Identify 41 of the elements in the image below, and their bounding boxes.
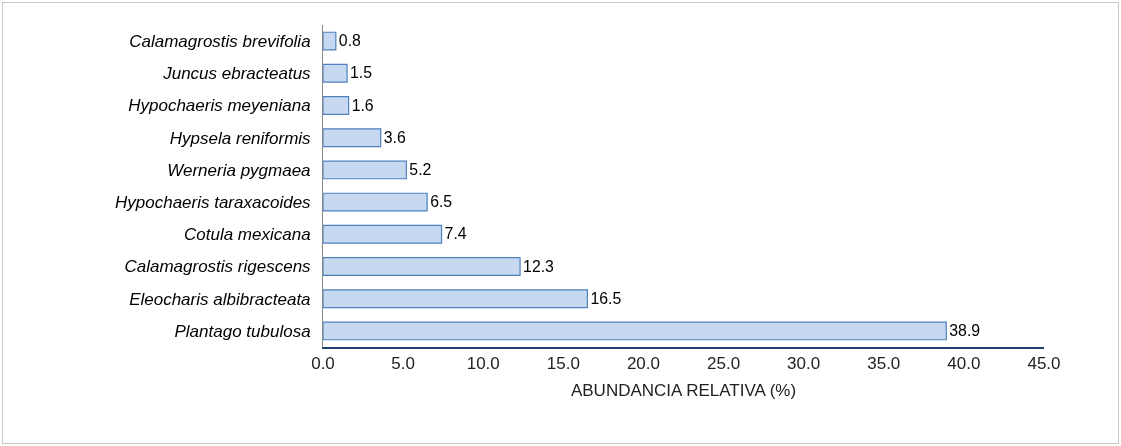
bar <box>323 257 521 276</box>
x-tick-label: 15.0 <box>546 354 580 374</box>
data-label: 0.8 <box>338 32 362 50</box>
y-tick-label: Calamagrostis brevifolia <box>129 32 311 52</box>
data-label: 1.6 <box>351 96 374 114</box>
bar <box>323 31 337 51</box>
x-tick-label: 20.0 <box>626 354 660 374</box>
bar <box>323 63 348 83</box>
x-tick-label: 0.0 <box>311 354 335 374</box>
data-label: 38.9 <box>949 322 981 340</box>
data-label: 5.2 <box>409 161 432 179</box>
data-label: 16.5 <box>590 289 622 307</box>
x-axis-title: ABUNDANCIA RELATIVA (%) <box>570 381 797 401</box>
y-tick-label: Calamagrostis rigescens <box>124 257 312 277</box>
data-label: 7.4 <box>444 225 467 243</box>
bar <box>323 224 443 244</box>
y-tick-label: Hypochaeris taraxacoides <box>114 193 312 213</box>
y-tick-label: Hypochaeris meyeniana <box>128 96 311 116</box>
bar <box>323 192 428 212</box>
data-label: 1.5 <box>350 64 373 82</box>
bar <box>323 96 350 115</box>
y-tick-label: Hypsela reniformis <box>169 128 312 148</box>
bar <box>323 160 407 180</box>
data-label: 6.5 <box>430 193 453 211</box>
x-tick-label: 45.0 <box>1027 354 1061 374</box>
x-tick-label: 10.0 <box>466 354 500 374</box>
x-tick-label: 35.0 <box>867 354 901 374</box>
x-tick-label: 5.0 <box>391 354 415 374</box>
bar <box>323 289 588 309</box>
data-label: 3.6 <box>383 128 406 146</box>
y-tick-label: Eleocharis albibracteata <box>129 289 311 309</box>
x-tick-label: 25.0 <box>707 354 741 374</box>
bar <box>323 128 382 148</box>
data-label: 12.3 <box>523 257 555 275</box>
y-tick-label: Juncus ebracteatus <box>162 64 312 84</box>
y-tick-label: Plantago tubulosa <box>174 321 311 341</box>
y-tick-label: Werneria pygmaea <box>167 160 311 180</box>
y-tick-label: Cotula mexicana <box>183 225 311 245</box>
x-tick-label: 40.0 <box>947 354 981 374</box>
x-tick-label: 30.0 <box>787 354 821 374</box>
bar <box>323 321 947 341</box>
